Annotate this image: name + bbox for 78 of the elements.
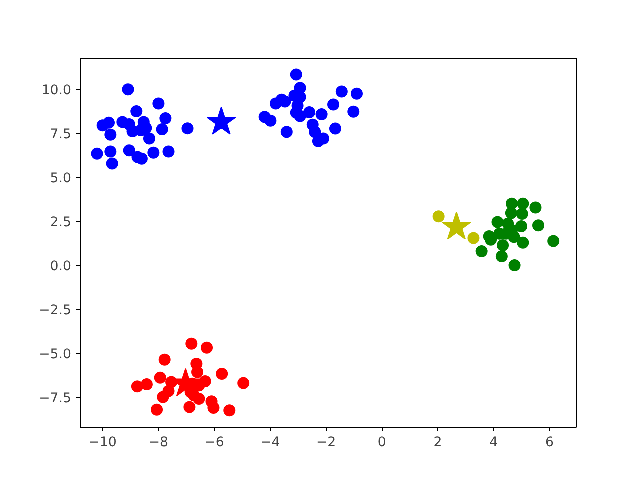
point [508,231,520,244]
point [530,202,542,214]
point [148,146,160,159]
point [91,148,104,160]
point [264,114,277,127]
y-tick-label: −5.0 [39,348,72,363]
x-tick-label: −8 [148,436,169,450]
point [548,235,560,248]
point [193,392,206,405]
point [309,126,322,138]
point [131,380,144,393]
point [348,106,360,118]
point [515,220,528,232]
point [162,146,175,158]
y-tick-label: 5.0 [50,172,72,187]
point [508,260,521,272]
y-tick-label: 10.0 [42,83,72,98]
point [496,250,508,263]
point [442,212,472,240]
point [505,207,518,220]
point [182,122,194,135]
point [156,123,168,136]
point [208,402,220,414]
x-tick-label: −10 [88,436,117,450]
point [143,132,156,145]
point [517,198,530,210]
point [316,108,328,120]
point [468,232,480,244]
point [104,146,117,158]
x-tick-label: 2 [434,436,442,450]
point [184,401,196,414]
point [201,342,214,354]
point [476,245,488,258]
point [336,86,348,98]
point [186,338,198,350]
y-tick-label: 2.5 [50,216,72,231]
point [532,220,545,232]
point [328,98,340,111]
point [329,122,342,135]
point [104,128,117,141]
point [516,208,528,220]
point [238,377,250,390]
point [304,106,316,119]
point [102,116,115,129]
point [135,124,148,136]
point [290,68,302,81]
point [517,236,530,249]
point [160,112,172,125]
x-tick-label: −4 [260,436,280,450]
point [154,372,166,384]
x-tick-label: 6 [545,436,554,450]
y-tick-label: −2.5 [39,304,72,319]
point [158,354,171,366]
point [216,368,228,380]
point [151,404,164,416]
point [206,106,236,135]
point [350,88,363,100]
y-tick-label: 0.0 [50,260,72,275]
y-tick-label: −7.5 [39,392,72,407]
point [492,216,504,228]
point [130,106,143,118]
x-tick-label: −2 [316,436,336,450]
point [432,210,445,223]
point [122,84,134,96]
y-tick-label: 7.5 [50,127,72,142]
point [140,378,153,391]
point [280,126,293,138]
point [157,391,170,404]
x-tick-label: 0 [378,436,386,450]
point [106,158,118,170]
point [123,144,136,157]
x-tick-label: −6 [204,436,224,450]
point [294,110,306,122]
point [192,366,204,378]
point [152,98,165,110]
point [497,239,510,252]
point [224,404,236,417]
x-tick-label: 4 [490,436,498,450]
